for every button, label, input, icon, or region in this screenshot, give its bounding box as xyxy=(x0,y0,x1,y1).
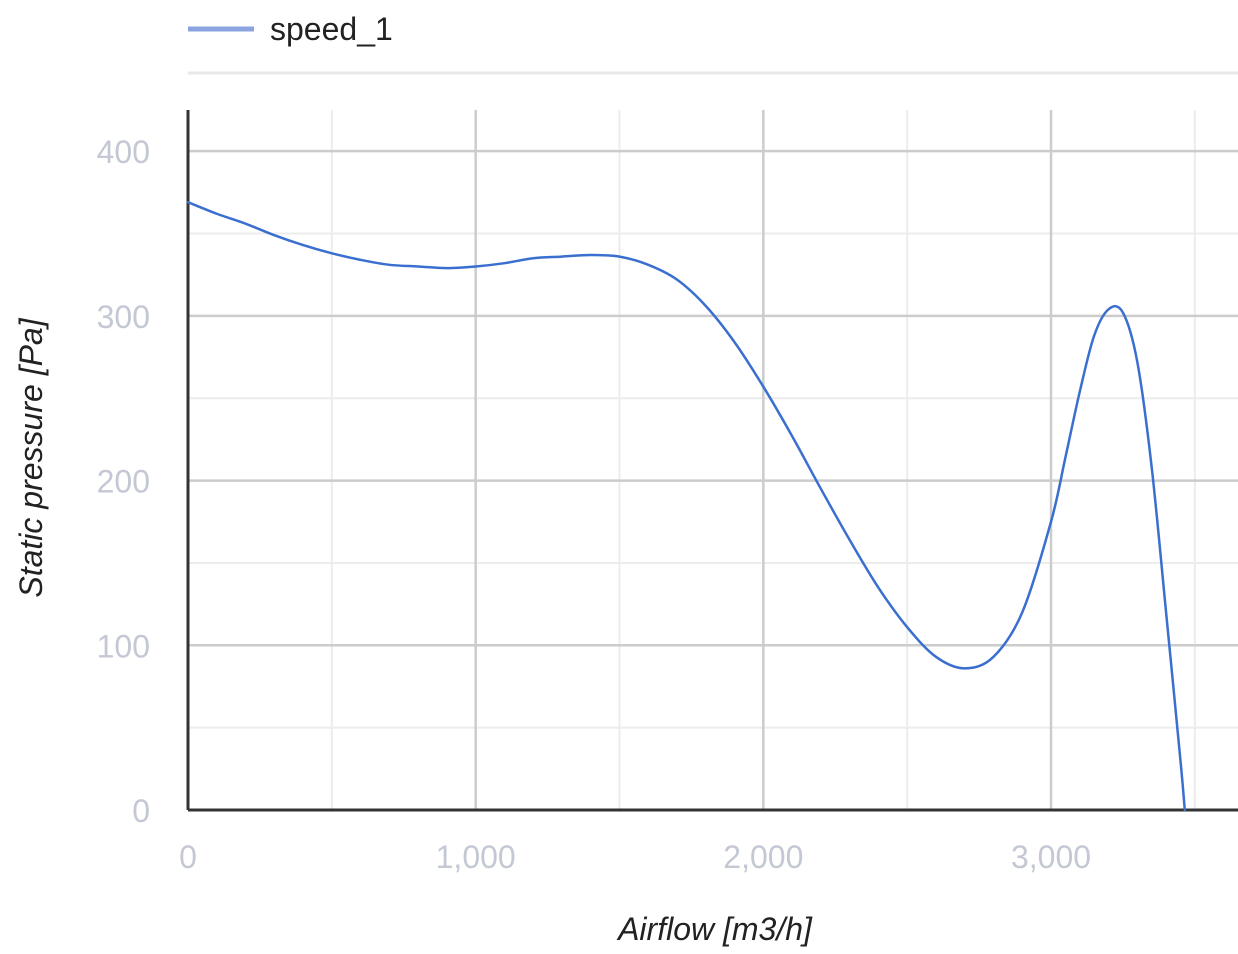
y-axis-title: Static pressure [Pa] xyxy=(13,317,49,597)
x-tick-label: 0 xyxy=(179,839,197,875)
y-tick-label: 200 xyxy=(97,464,150,500)
legend-label-speed-1: speed_1 xyxy=(270,11,393,47)
x-tick-label: 1,000 xyxy=(436,839,516,875)
series-line-speed-1 xyxy=(186,200,1187,812)
legend: speed_1 xyxy=(188,11,1238,75)
series-layer xyxy=(186,200,1187,812)
tick-labels: 0 1,000 2,000 3,000 0 100 200 300 400 xyxy=(97,134,1091,875)
y-tick-label: 100 xyxy=(97,628,150,664)
gridlines xyxy=(188,110,1238,810)
x-tick-label: 3,000 xyxy=(1011,839,1091,875)
x-tick-label: 2,000 xyxy=(723,839,803,875)
y-tick-label: 300 xyxy=(97,299,150,335)
y-tick-label: 0 xyxy=(132,793,150,829)
axes xyxy=(186,110,1238,812)
y-tick-label: 400 xyxy=(97,134,150,170)
x-axis-title: Airflow [m3/h] xyxy=(616,911,813,947)
